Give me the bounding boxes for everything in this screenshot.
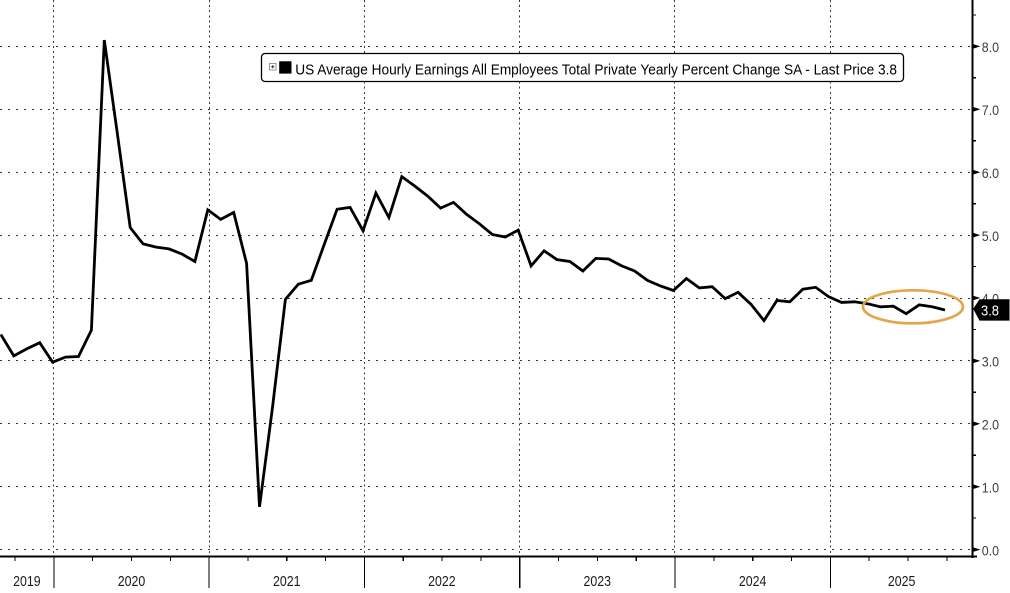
svg-text:1.0: 1.0	[982, 479, 999, 495]
svg-text:0.0: 0.0	[982, 542, 999, 558]
svg-text:7.0: 7.0	[982, 102, 999, 118]
svg-text:2024: 2024	[739, 573, 767, 588]
svg-text:2019: 2019	[13, 573, 41, 588]
svg-text:2021: 2021	[273, 573, 301, 588]
svg-text:2.0: 2.0	[982, 417, 999, 433]
svg-text:6.0: 6.0	[982, 165, 999, 181]
svg-text:3.8: 3.8	[981, 304, 999, 320]
svg-text:US Average Hourly Earnings All: US Average Hourly Earnings All Employees…	[295, 63, 897, 79]
svg-text:2025: 2025	[888, 573, 916, 588]
svg-text:2023: 2023	[584, 573, 612, 588]
svg-text:5.0: 5.0	[982, 228, 999, 244]
svg-text:3.0: 3.0	[982, 354, 999, 370]
svg-text:2020: 2020	[118, 573, 146, 588]
svg-text:8.0: 8.0	[982, 39, 999, 55]
svg-text:2022: 2022	[428, 573, 456, 588]
